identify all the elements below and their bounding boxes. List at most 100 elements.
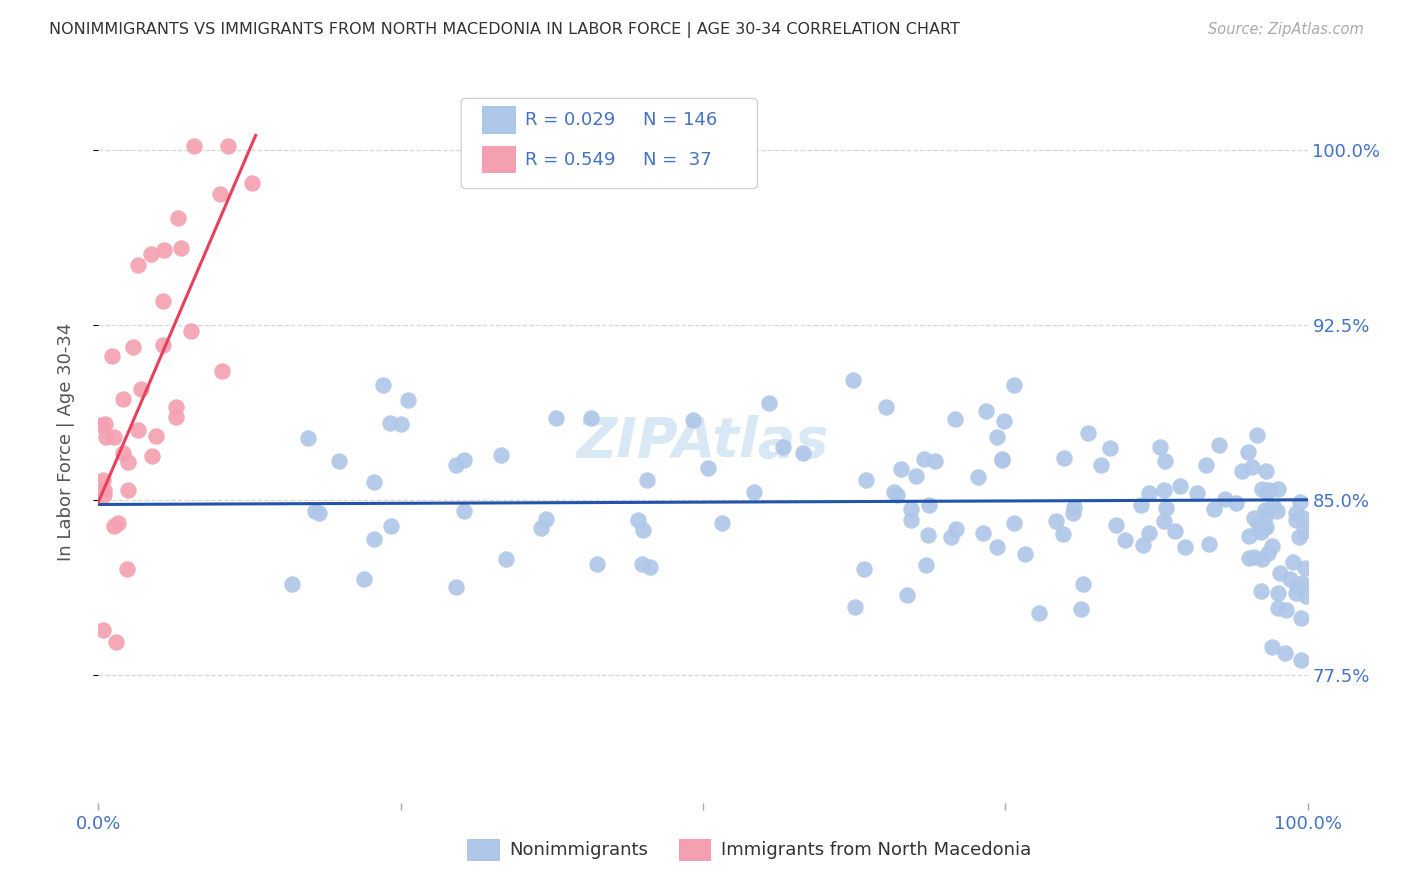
Point <box>991 452 1014 467</box>
Point <box>117 483 139 497</box>
Point <box>1250 521 1272 535</box>
Point <box>1256 485 1278 500</box>
Point <box>389 417 412 431</box>
Point <box>1028 607 1050 621</box>
Point <box>1247 516 1270 531</box>
Point <box>696 460 718 475</box>
Point <box>631 523 654 537</box>
Point <box>915 558 938 573</box>
Point <box>107 516 129 531</box>
Point <box>127 423 149 437</box>
Point <box>453 504 475 518</box>
Point <box>711 516 734 530</box>
Point <box>1288 530 1310 544</box>
Point <box>111 392 134 406</box>
Point <box>100 350 122 364</box>
Point <box>446 458 468 473</box>
Point <box>1295 589 1317 603</box>
Point <box>281 576 304 591</box>
Point <box>1077 425 1099 440</box>
Point <box>1288 495 1310 509</box>
Point <box>852 562 875 576</box>
Point <box>378 416 401 430</box>
Point <box>112 446 135 460</box>
Point <box>1291 653 1313 667</box>
Point <box>240 177 263 191</box>
Point <box>1274 646 1296 660</box>
FancyBboxPatch shape <box>679 838 711 861</box>
Point <box>145 429 167 443</box>
Point <box>1002 378 1025 392</box>
Point <box>1261 540 1284 554</box>
Point <box>1251 483 1274 497</box>
Point <box>152 337 174 351</box>
Point <box>183 138 205 153</box>
Point <box>165 409 187 424</box>
Point <box>91 623 114 637</box>
Point <box>93 483 115 497</box>
Point <box>103 518 125 533</box>
Point <box>1292 510 1315 524</box>
Point <box>1187 486 1209 500</box>
FancyBboxPatch shape <box>482 106 516 134</box>
Point <box>924 453 946 467</box>
Point <box>1258 483 1281 498</box>
Point <box>896 589 918 603</box>
Point <box>758 396 780 410</box>
Text: NONIMMIGRANTS VS IMMIGRANTS FROM NORTH MACEDONIA IN LABOR FORCE | AGE 30-34 CORR: NONIMMIGRANTS VS IMMIGRANTS FROM NORTH M… <box>49 22 960 38</box>
Point <box>905 468 928 483</box>
Point <box>792 446 814 460</box>
Point <box>1132 538 1154 552</box>
Point <box>1294 561 1316 575</box>
Point <box>1257 545 1279 559</box>
Point <box>1198 536 1220 550</box>
Text: N =  37: N = 37 <box>643 151 711 169</box>
Point <box>636 473 658 487</box>
Point <box>900 513 922 527</box>
Point <box>396 392 419 407</box>
Point <box>1114 533 1136 548</box>
Point <box>974 403 997 417</box>
Point <box>772 440 794 454</box>
Point <box>127 259 149 273</box>
Point <box>986 430 1008 444</box>
Point <box>993 414 1015 428</box>
Point <box>1289 611 1312 625</box>
Point <box>103 430 125 444</box>
Point <box>1002 516 1025 530</box>
Point <box>1256 464 1278 478</box>
FancyBboxPatch shape <box>467 838 501 861</box>
Point <box>1195 458 1218 472</box>
Point <box>1062 506 1084 520</box>
Point <box>1274 603 1296 617</box>
Point <box>544 410 567 425</box>
Point <box>1267 601 1289 615</box>
Point <box>1254 503 1277 517</box>
Y-axis label: In Labor Force | Age 30-34: In Labor Force | Age 30-34 <box>56 322 75 561</box>
Point <box>217 138 239 153</box>
Point <box>1240 459 1263 474</box>
Point <box>842 373 865 387</box>
Point <box>682 413 704 427</box>
Point <box>1174 540 1197 554</box>
Point <box>1232 464 1254 478</box>
Point <box>139 247 162 261</box>
Point <box>1052 526 1074 541</box>
Point <box>1204 501 1226 516</box>
Point <box>304 503 326 517</box>
Point <box>1253 509 1275 524</box>
Point <box>180 324 202 338</box>
Text: ZIPAtlas: ZIPAtlas <box>576 415 830 468</box>
Point <box>855 474 877 488</box>
Point <box>1253 519 1275 533</box>
Point <box>1104 517 1126 532</box>
Point <box>1053 450 1076 465</box>
Point <box>1281 555 1303 569</box>
Point <box>1137 485 1160 500</box>
Text: Source: ZipAtlas.com: Source: ZipAtlas.com <box>1208 22 1364 37</box>
Point <box>900 502 922 516</box>
Point <box>883 484 905 499</box>
Point <box>586 558 609 572</box>
Point <box>967 470 990 484</box>
Point <box>363 475 385 489</box>
